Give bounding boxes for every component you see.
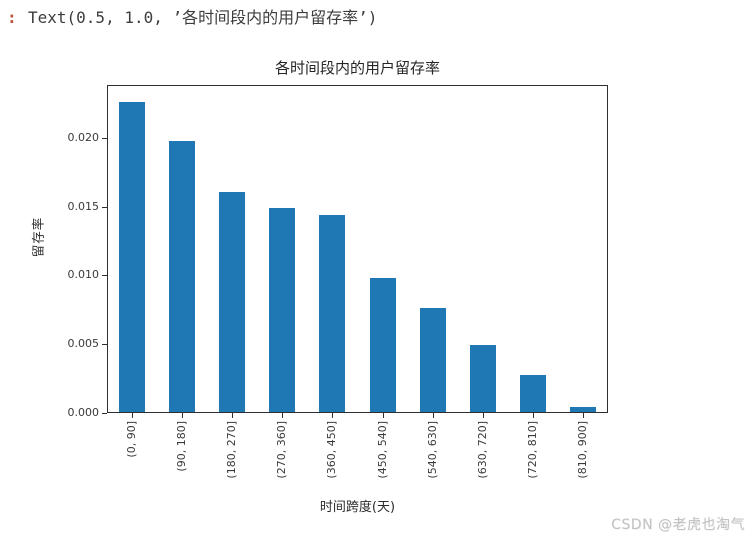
bar (519, 375, 546, 412)
bar (469, 345, 496, 412)
x-tick-label: (180, 270] (225, 421, 239, 479)
y-tick-mark (102, 137, 107, 139)
y-tick-label: 0.020 (67, 130, 100, 144)
x-tick-mark (132, 413, 134, 418)
x-tick-label: (90, 180] (175, 421, 189, 472)
plot-area (107, 85, 608, 413)
x-axis-label: 时间跨度(天) (319, 500, 396, 515)
out-prompt-marker: : (7, 8, 17, 27)
x-tick-mark (182, 413, 184, 418)
bar (419, 308, 446, 412)
x-tick-label: (720, 810] (525, 421, 539, 479)
x-tick-label: (360, 450] (325, 421, 339, 479)
y-tick-label: 0.015 (67, 199, 100, 213)
watermark: CSDN @老虎也淘气 (611, 517, 745, 533)
chart-title: 各时间段内的用户留存率 (274, 59, 440, 77)
y-tick-label: 0.005 (67, 337, 100, 351)
y-tick-mark (102, 413, 107, 414)
bar (219, 191, 246, 412)
output-repr-text: Text(0.5, 1.0, ’各时间段内的用户留存率’) (28, 8, 378, 27)
x-tick-mark (332, 413, 334, 418)
x-tick-mark (432, 413, 434, 418)
x-tick-label: (540, 630] (425, 421, 439, 479)
bar (269, 208, 296, 412)
y-tick-mark (102, 275, 107, 277)
x-tick-mark (532, 413, 534, 418)
x-tick-mark (232, 413, 234, 418)
bar (319, 215, 346, 412)
output-prompt-row: : Text(0.5, 1.0, ’各时间段内的用户留存率’) (0, 6, 747, 34)
y-tick-mark (102, 206, 107, 208)
y-tick-label: 0.010 (67, 268, 100, 282)
x-tick-label: (450, 540] (375, 421, 389, 479)
x-tick-mark (582, 413, 584, 418)
x-tick-mark (282, 413, 284, 418)
bar (119, 101, 146, 412)
x-tick-mark (482, 413, 484, 418)
bar (169, 141, 196, 412)
x-tick-mark (382, 413, 384, 418)
chart-figure: 各时间段内的用户留存率 留存率 时间跨度(天) (0, 90] (90, 180]… (30, 58, 690, 538)
x-tick-label: (810, 900] (575, 421, 589, 479)
bar (369, 278, 396, 412)
y-axis-label: 留存率 (30, 216, 46, 258)
bar (569, 406, 596, 412)
x-tick-label: (270, 360] (275, 421, 289, 479)
y-tick-mark (102, 344, 107, 346)
y-tick-label: 0.000 (67, 406, 100, 419)
x-tick-label: (0, 90] (125, 421, 139, 458)
x-tick-label: (630, 720] (475, 421, 489, 479)
